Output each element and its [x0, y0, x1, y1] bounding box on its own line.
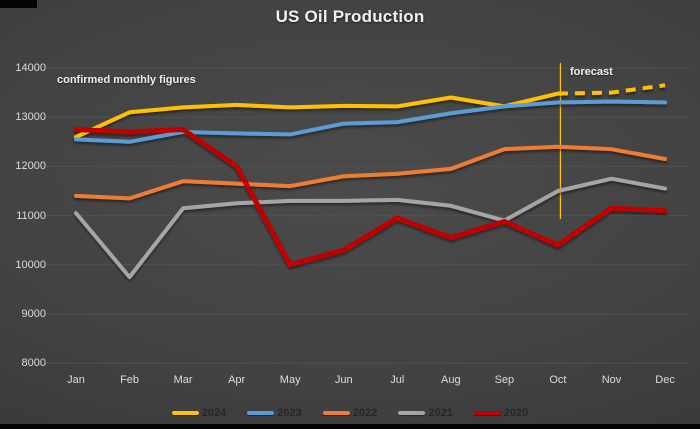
x-axis-tick-label: Feb — [120, 374, 140, 386]
legend-swatch-2020 — [473, 411, 501, 415]
y-axis-tick-label: 14000 — [15, 62, 46, 74]
legend-swatch-2024 — [171, 411, 199, 415]
legend-swatch-2023 — [247, 411, 275, 415]
legend-item-2022: 2022 — [322, 407, 378, 419]
x-axis-tick-label: Jun — [334, 374, 353, 386]
x-axis-tick-label: Sep — [494, 374, 515, 386]
annotation-forecast: forecast — [570, 66, 613, 78]
y-axis-tick-label: 10000 — [15, 258, 46, 271]
legend-label: 2022 — [352, 407, 378, 419]
legend-item-2023: 2023 — [247, 407, 302, 419]
series-line-2024-forecast — [557, 83, 666, 96]
legend-label: 2024 — [201, 407, 227, 419]
legend-item-2020: 2020 — [473, 407, 529, 419]
legend-swatch-2021 — [398, 411, 426, 415]
legend-label: 2020 — [503, 407, 529, 419]
y-axis-tick-label: 9000 — [21, 308, 46, 320]
series-line-2023 — [74, 99, 668, 144]
chart-title: US Oil Production — [275, 7, 425, 26]
legend-label: 2023 — [277, 407, 302, 419]
legend-item-2024: 2024 — [171, 407, 227, 419]
x-axis-tick-label: May — [279, 374, 301, 386]
screen-edge-artifact-top-left — [0, 0, 37, 8]
legend-label: 2021 — [428, 407, 453, 419]
legend-item-2021: 2021 — [398, 407, 453, 419]
legend-swatch-2022 — [322, 411, 350, 415]
y-axis-tick-label: 8000 — [21, 357, 46, 370]
x-axis-tick-label: Oct — [549, 374, 567, 386]
chart-legend: 2024 2023 2022 2021 2020 — [0, 404, 700, 422]
x-axis-tick-label: Aug — [441, 374, 461, 386]
series-line-2021 — [74, 176, 668, 280]
x-axis-tick-label: Mar — [173, 374, 193, 386]
x-axis-tick-label: Jan — [67, 374, 85, 386]
x-axis-tick-label: Apr — [228, 374, 246, 386]
x-axis-tick-label: Nov — [601, 374, 622, 386]
screen-edge-artifact-bottom — [0, 424, 700, 429]
series-line-2024 — [74, 91, 560, 139]
y-axis-tick-label: 13000 — [15, 111, 46, 124]
x-axis-tick-label: Dec — [655, 374, 675, 386]
annotation-confirmed-figures: confirmed monthly figures — [57, 74, 196, 86]
series-line-2020 — [73, 127, 668, 268]
y-axis-tick-label: 11000 — [16, 209, 46, 222]
y-axis-tick-label: 12000 — [15, 160, 46, 173]
x-axis-tick-label: Jul — [390, 374, 405, 386]
series-line-2022 — [74, 144, 668, 201]
